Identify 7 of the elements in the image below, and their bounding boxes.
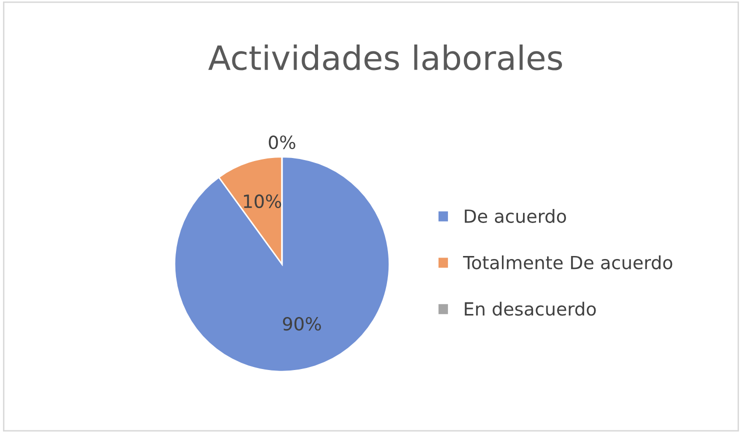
text: 0% [268,135,296,150]
chart-title: Actividades laborales [208,44,562,70]
data-label: 90% [282,316,321,331]
legend-label: En desacuerdo [464,302,596,316]
legend-label: Totalmente De acuerdo [463,255,672,270]
legend-label: De acuerdo [464,209,566,224]
pie-slice [174,156,390,372]
